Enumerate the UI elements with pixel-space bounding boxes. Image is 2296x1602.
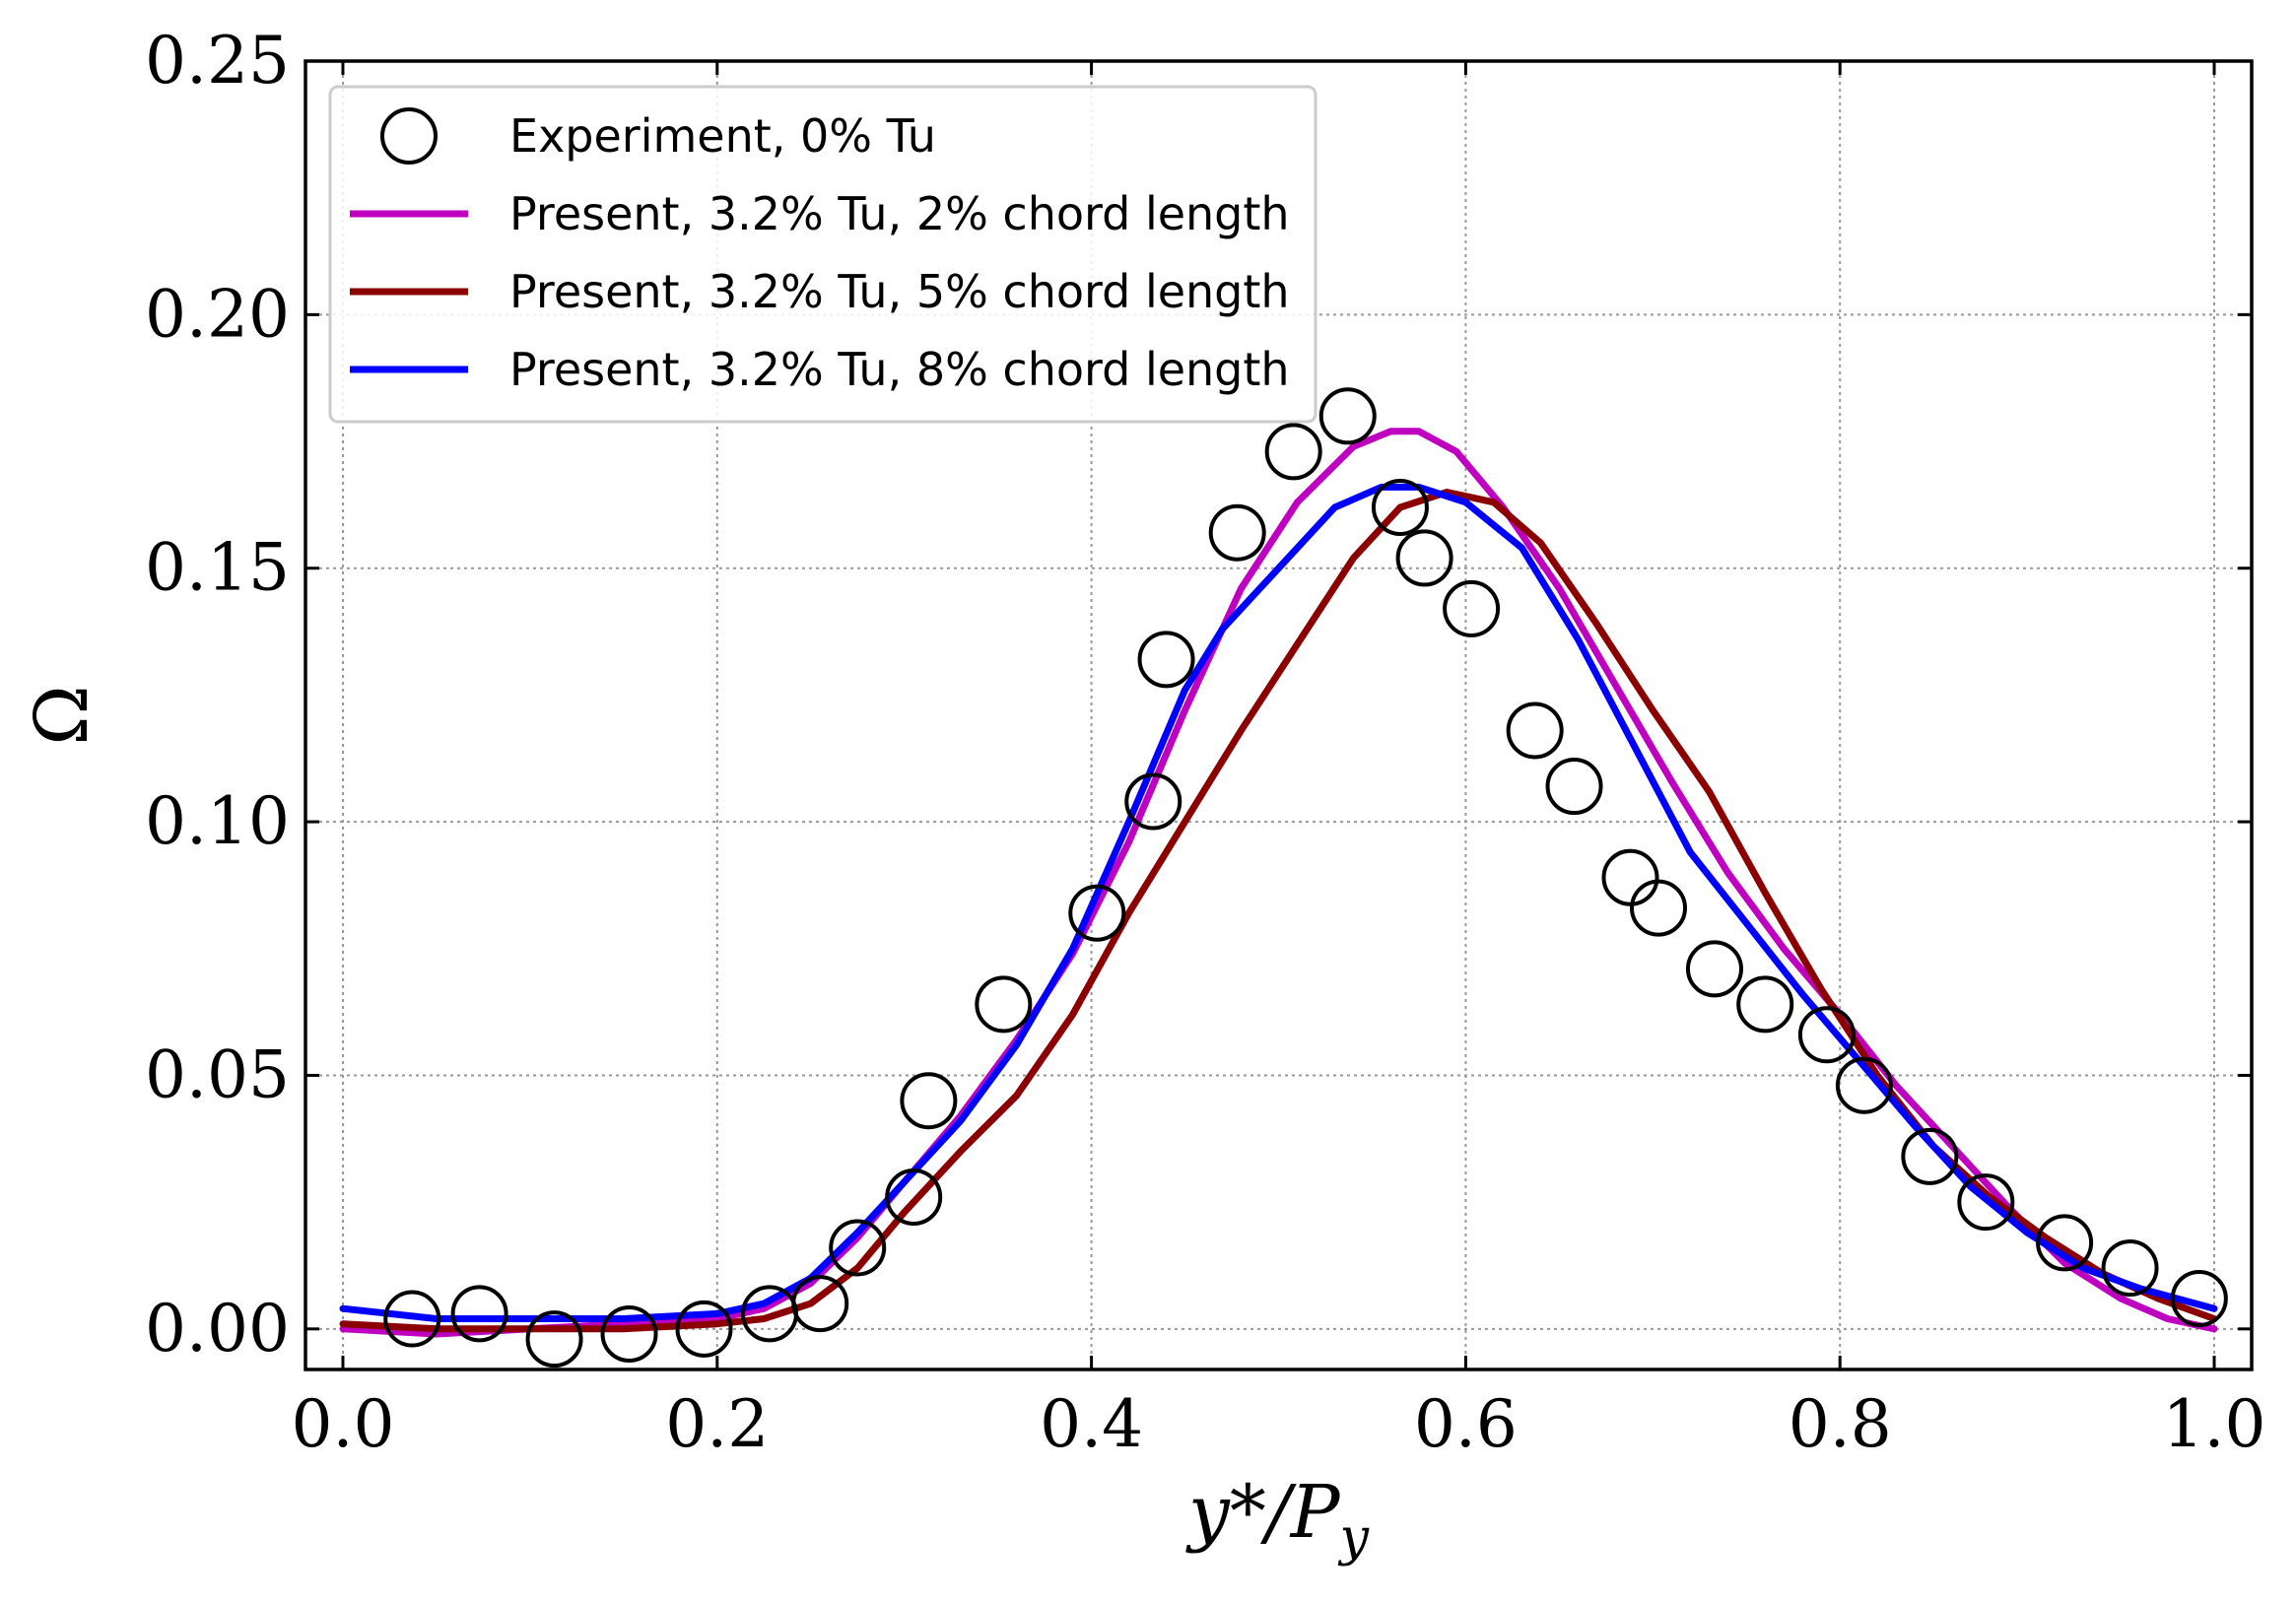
legend-label: Experiment, 0% Tu <box>509 109 936 163</box>
experiment-point <box>791 1275 849 1333</box>
experiment-point <box>829 1219 887 1277</box>
legend-label: Present, 3.2% Tu, 5% chord length <box>509 265 1290 318</box>
y-tick-label: 0.05 <box>145 1036 290 1112</box>
y-tick-label: 0.00 <box>145 1291 290 1367</box>
experiment-point <box>1736 975 1794 1034</box>
experiment-point <box>450 1285 508 1343</box>
series-layer <box>339 387 2228 1368</box>
legend-label: Present, 3.2% Tu, 8% chord length <box>509 343 1290 396</box>
experiment-point <box>1835 1056 1893 1114</box>
experiment-point <box>975 975 1033 1034</box>
experiment-point <box>675 1300 733 1358</box>
experiment-point <box>1545 758 1603 816</box>
x-tick-label: 1.0 <box>2163 1386 2266 1462</box>
experiment-point <box>1957 1173 2015 1232</box>
legend-entries: Experiment, 0% Tu Present, 3.2% Tu, 2% ch… <box>350 107 1290 396</box>
experiment-point <box>1068 884 1126 942</box>
x-tick-label: 0.6 <box>1414 1386 1518 1462</box>
y-tick-label: 0.25 <box>145 23 290 99</box>
x-tick-label: 0.4 <box>1040 1386 1143 1462</box>
experiment-point <box>1797 1006 1856 1064</box>
experiment-point <box>1443 579 1501 637</box>
legend: Experiment, 0% Tu Present, 3.2% Tu, 2% ch… <box>328 85 1317 424</box>
experiment-point <box>885 1168 943 1226</box>
experiment-point <box>2101 1239 2159 1298</box>
experiment-point <box>1371 478 1429 536</box>
ticks <box>305 59 2252 1369</box>
experiment-point <box>1124 772 1182 831</box>
y-axis-label: Ω <box>20 685 104 745</box>
x-axis-label-subscript: y <box>1338 1508 1370 1568</box>
y-tick-label: 0.20 <box>145 276 290 352</box>
experiment-point <box>1506 701 1564 760</box>
experiment-point <box>525 1310 583 1368</box>
experiment-point <box>1395 529 1453 587</box>
experiment-point <box>1685 940 1743 998</box>
experiment-point <box>600 1304 658 1363</box>
experiment-point <box>1901 1127 1959 1185</box>
experiment-point <box>900 1072 958 1130</box>
experiment-point <box>2036 1214 2094 1272</box>
experiment-point <box>1208 503 1266 562</box>
series-line-3 <box>339 483 2218 1322</box>
x-tick-label: 0.8 <box>1789 1386 1892 1462</box>
legend-box <box>328 85 1317 424</box>
experiment-point <box>1137 631 1195 689</box>
y-tick-label: 0.10 <box>145 783 290 859</box>
y-tick-label: 0.15 <box>145 530 290 606</box>
experiment-point <box>2170 1269 2228 1327</box>
tick-labels: 0.0 0.2 0.4 0.6 0.8 1.0 0.00 0.05 0.10 0.15 0.20 0.… <box>145 23 2265 1462</box>
x-axis-label: y*/Py <box>1185 1470 1370 1568</box>
x-axis-label-main: y*/P <box>1185 1470 1341 1555</box>
x-tick-label: 0.0 <box>291 1386 394 1462</box>
legend-marker-experiment <box>380 107 438 165</box>
experiment-point <box>1630 879 1688 937</box>
experiment-point <box>1318 387 1377 445</box>
x-tick-label: 0.2 <box>665 1386 769 1462</box>
experiment-point <box>1264 423 1322 481</box>
plot-frame <box>304 59 2254 1371</box>
experiment-point <box>383 1290 441 1348</box>
legend-label: Present, 3.2% Tu, 2% chord length <box>509 187 1290 240</box>
